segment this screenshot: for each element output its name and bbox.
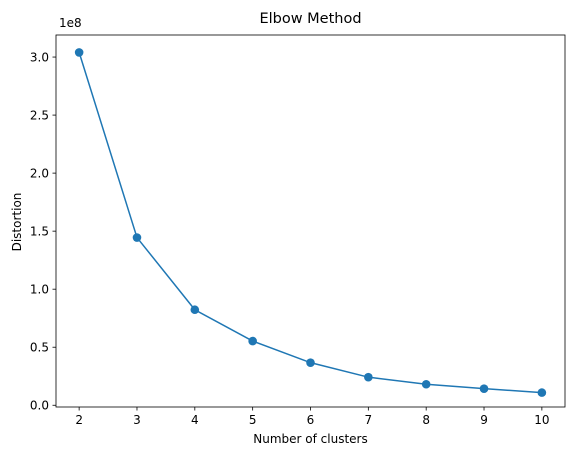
x-axis-label: Number of clusters: [253, 432, 367, 446]
data-point-marker: [479, 384, 489, 393]
data-point-marker: [132, 233, 142, 242]
y-tick-label: 3.0: [30, 50, 49, 64]
y-tick-label: 1.5: [30, 224, 49, 238]
y-axis-label: Distortion: [10, 193, 24, 252]
chart-title: Elbow Method: [259, 11, 361, 27]
data-point-marker: [248, 336, 257, 346]
x-tick-label: 2: [75, 413, 83, 427]
data-point-marker: [306, 358, 315, 367]
data-point-marker: [74, 48, 84, 57]
data-point-marker: [421, 379, 431, 389]
y-axis-ticks: 0.0 0.5 1.0 1.5 2.0 2.5 3.0: [30, 50, 56, 413]
data-point-marker: [537, 388, 547, 397]
data-point-marker: [364, 372, 373, 382]
x-tick-label: 5: [249, 413, 257, 427]
plot-series: [74, 48, 547, 397]
y-tick-label: 0.5: [30, 341, 49, 355]
x-tick-label: 4: [191, 413, 199, 427]
data-point-marker: [190, 305, 200, 315]
y-tick-label: 2.0: [30, 166, 49, 180]
x-tick-label: 3: [133, 413, 141, 427]
y-tick-label: 1.0: [30, 282, 49, 296]
x-tick-label: 8: [422, 413, 430, 427]
y-axis-scale-label: 1e8: [59, 16, 82, 30]
x-tick-label: 6: [307, 413, 315, 427]
y-tick-label: 2.5: [30, 108, 49, 122]
x-axis-ticks: 2 3 4 5 6 7 8 9 10: [75, 407, 550, 427]
x-tick-label: 7: [365, 413, 373, 427]
x-tick-label: 9: [480, 413, 488, 427]
y-tick-label: 0.0: [30, 399, 49, 413]
axes-frame: [55, 34, 566, 408]
x-tick-label: 10: [534, 413, 549, 427]
